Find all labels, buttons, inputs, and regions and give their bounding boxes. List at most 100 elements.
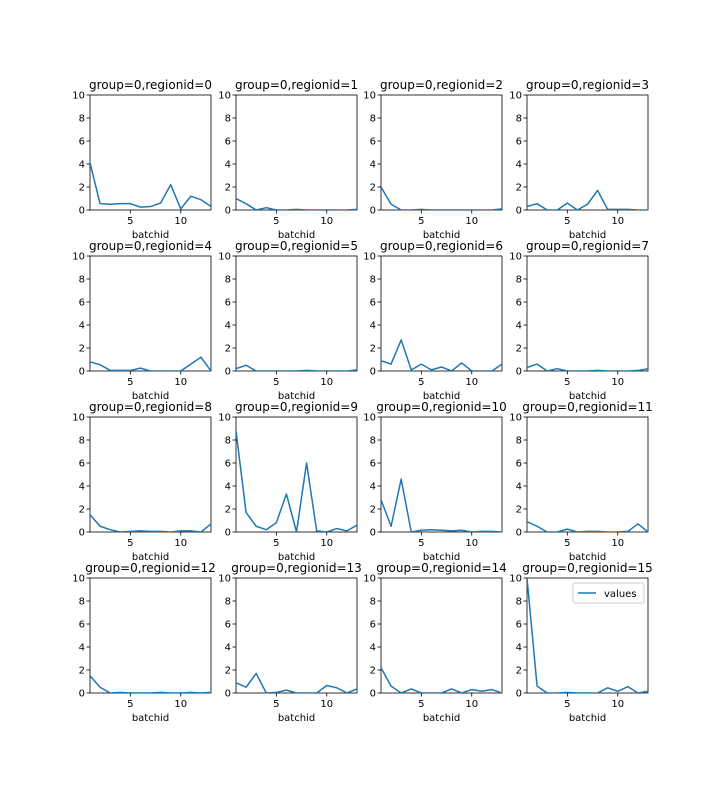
y-tick-label: 10 xyxy=(218,574,231,585)
x-tick-label: 5 xyxy=(418,699,424,710)
y-tick-label: 4 xyxy=(370,321,376,332)
subplot-title-7: group=0,regionid=7 xyxy=(526,239,649,253)
y-tick-label: 2 xyxy=(516,183,522,194)
y-tick-label: 2 xyxy=(225,666,231,677)
subplot-5: group=0,regionid=5 0 2 4 6 8 10 5 10 batchid xyxy=(218,239,358,402)
x-axis-label-11: batchid xyxy=(569,552,606,563)
y-tick-label: 2 xyxy=(516,344,522,355)
subplot-title-6: group=0,regionid=6 xyxy=(380,239,503,253)
y-tick-label: 2 xyxy=(79,505,85,516)
x-axis-label-13: batchid xyxy=(278,713,315,724)
y-tick-label: 6 xyxy=(370,137,376,148)
subplot-3: group=0,regionid=3 0 2 4 6 8 10 5 10 batchid xyxy=(509,78,649,241)
subplot-title-15: group=0,regionid=15 xyxy=(522,561,653,575)
y-tick-label: 8 xyxy=(370,275,376,286)
y-tick-label: 10 xyxy=(363,91,376,102)
x-tick-label: 5 xyxy=(564,216,570,227)
y-tick-label: 0 xyxy=(370,206,376,217)
y-tick-label: 4 xyxy=(370,160,376,171)
subplot-title-2: group=0,regionid=2 xyxy=(380,78,503,92)
axes-frame-0 xyxy=(89,94,212,211)
x-axis-label-10: batchid xyxy=(423,552,460,563)
series-line-7 xyxy=(527,363,648,371)
series-line-14 xyxy=(381,667,502,693)
series-line-8 xyxy=(90,514,211,532)
y-tick-label: 10 xyxy=(72,91,85,102)
subplot-9: group=0,regionid=9 0 2 4 6 8 10 5 10 batchid xyxy=(218,400,358,563)
y-tick-label: 8 xyxy=(516,275,522,286)
y-tick-label: 2 xyxy=(225,183,231,194)
y-tick-label: 6 xyxy=(225,298,231,309)
y-tick-label: 2 xyxy=(370,183,376,194)
series-line-3 xyxy=(527,189,648,210)
axes-frame-14 xyxy=(380,577,503,694)
series-line-5 xyxy=(236,364,357,371)
y-tick-label: 0 xyxy=(225,689,231,700)
y-tick-label: 2 xyxy=(79,183,85,194)
y-tick-label: 0 xyxy=(516,206,522,217)
legend-box xyxy=(572,582,645,604)
x-tick-label: 10 xyxy=(174,377,187,388)
axes-frame-6 xyxy=(380,255,503,372)
series-line-9 xyxy=(236,430,357,532)
y-tick-label: 8 xyxy=(516,114,522,125)
x-axis-label-9: batchid xyxy=(278,552,315,563)
x-tick-label: 5 xyxy=(564,377,570,388)
y-tick-label: 6 xyxy=(516,459,522,470)
y-tick-label: 0 xyxy=(79,367,85,378)
y-tick-label: 8 xyxy=(79,114,85,125)
y-tick-label: 8 xyxy=(225,436,231,447)
y-tick-label: 10 xyxy=(509,413,522,424)
series-line-2 xyxy=(381,186,502,210)
subplot-title-8: group=0,regionid=8 xyxy=(89,400,212,414)
y-tick-label: 6 xyxy=(79,298,85,309)
x-tick-label: 10 xyxy=(320,699,333,710)
x-tick-label: 10 xyxy=(320,216,333,227)
subplot-title-11: group=0,regionid=11 xyxy=(522,400,653,414)
y-tick-label: 10 xyxy=(509,91,522,102)
subplot-title-1: group=0,regionid=1 xyxy=(235,78,358,92)
y-tick-label: 2 xyxy=(516,505,522,516)
y-tick-label: 10 xyxy=(218,252,231,263)
subplot-1: group=0,regionid=1 0 2 4 6 8 10 5 10 batchid xyxy=(218,78,358,241)
y-tick-label: 6 xyxy=(225,459,231,470)
x-axis-label-12: batchid xyxy=(132,713,169,724)
x-tick-label: 10 xyxy=(465,538,478,549)
y-tick-label: 6 xyxy=(516,298,522,309)
y-tick-label: 10 xyxy=(363,252,376,263)
series-line-11 xyxy=(527,520,648,532)
x-tick-label: 5 xyxy=(273,216,279,227)
x-axis-label-7: batchid xyxy=(569,391,606,402)
x-tick-label: 5 xyxy=(564,699,570,710)
x-tick-label: 5 xyxy=(127,377,133,388)
subplot-7: group=0,regionid=7 0 2 4 6 8 10 5 10 batchid xyxy=(509,239,649,402)
y-tick-label: 4 xyxy=(225,160,231,171)
x-tick-label: 5 xyxy=(418,216,424,227)
x-tick-label: 10 xyxy=(611,538,624,549)
subplot-11: group=0,regionid=11 0 2 4 6 8 10 5 10 batchid xyxy=(509,400,653,563)
subplot-2: group=0,regionid=2 0 2 4 6 8 10 5 10 batchid xyxy=(363,78,503,241)
x-tick-label: 5 xyxy=(418,377,424,388)
y-tick-label: 10 xyxy=(363,574,376,585)
subplot-14: group=0,regionid=14 0 2 4 6 8 10 5 10 batchid xyxy=(363,561,507,724)
x-tick-label: 10 xyxy=(611,216,624,227)
series-line-4 xyxy=(90,356,211,371)
y-tick-label: 2 xyxy=(516,666,522,677)
axes-frame-11 xyxy=(526,416,649,533)
y-tick-label: 6 xyxy=(516,620,522,631)
y-tick-label: 6 xyxy=(370,459,376,470)
y-tick-label: 0 xyxy=(79,206,85,217)
series-line-13 xyxy=(236,672,357,693)
subplot-title-9: group=0,regionid=9 xyxy=(235,400,358,414)
y-tick-label: 2 xyxy=(370,344,376,355)
axes-frame-7 xyxy=(526,255,649,372)
axes-frame-10 xyxy=(380,416,503,533)
y-tick-label: 10 xyxy=(363,413,376,424)
x-axis-label-15: batchid xyxy=(569,713,606,724)
legend: values xyxy=(572,582,645,604)
axes-frame-5 xyxy=(235,255,358,372)
y-tick-label: 2 xyxy=(370,666,376,677)
y-tick-label: 8 xyxy=(225,597,231,608)
y-tick-label: 4 xyxy=(225,482,231,493)
